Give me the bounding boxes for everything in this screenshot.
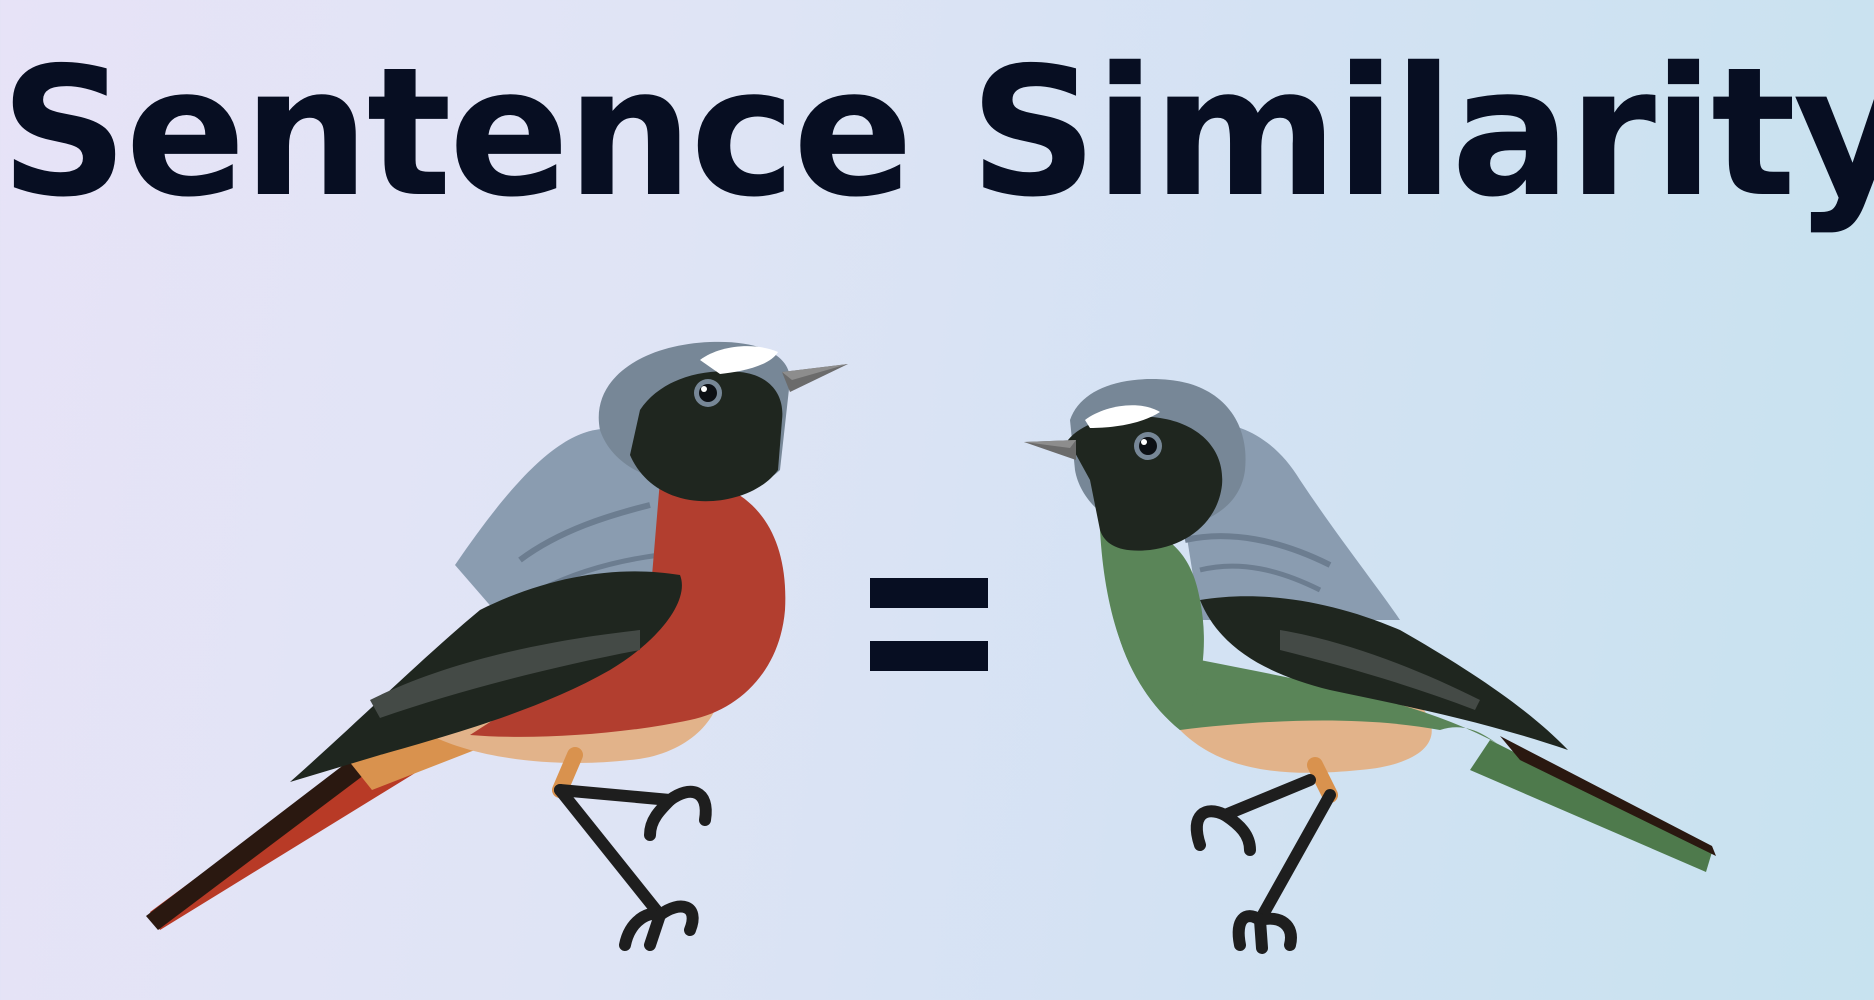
red-bird-legs (552, 747, 712, 951)
page-title: Sentence Similarity (0, 29, 1874, 236)
red-bird-illustration (146, 341, 848, 951)
green-bird-illustration (1024, 379, 1716, 954)
green-bird-tail (1470, 740, 1712, 872)
green-bird-legs (1190, 757, 1338, 954)
equals-sign (870, 578, 988, 671)
